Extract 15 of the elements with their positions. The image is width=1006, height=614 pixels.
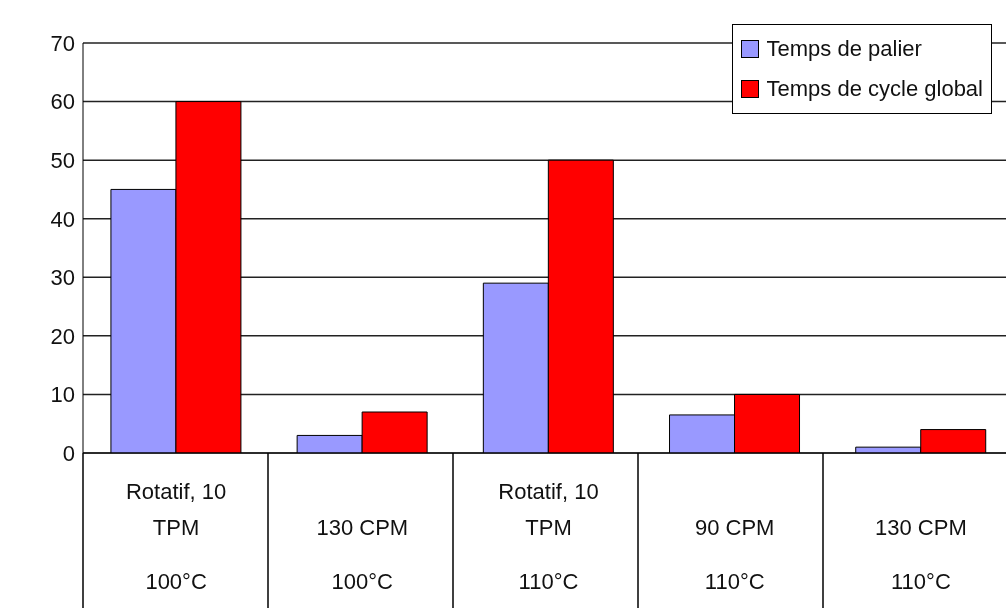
y-tick-label: 40 [50, 206, 75, 232]
y-tick-label: 70 [50, 30, 75, 56]
y-tick-label: 60 [50, 89, 75, 115]
y-tick-label: 0 [62, 440, 75, 466]
category-label: Rotatif, 10 TPM 100°C [125, 479, 227, 594]
y-tick-label: 50 [50, 147, 75, 173]
category-label: Rotatif, 10 TPM 110°C [498, 479, 599, 594]
legend-label: Temps de palier [766, 35, 922, 63]
y-tick-label: 30 [50, 265, 75, 291]
category-label: 90 CPM 110°C [694, 515, 775, 594]
y-tick-label: 10 [50, 382, 75, 408]
legend-label: Temps de cycle global [766, 75, 983, 103]
category-label: 130 CPM 100°C [316, 515, 409, 594]
y-tick-label: 20 [50, 323, 75, 349]
category-label: 130 CPM 110°C [875, 515, 967, 594]
